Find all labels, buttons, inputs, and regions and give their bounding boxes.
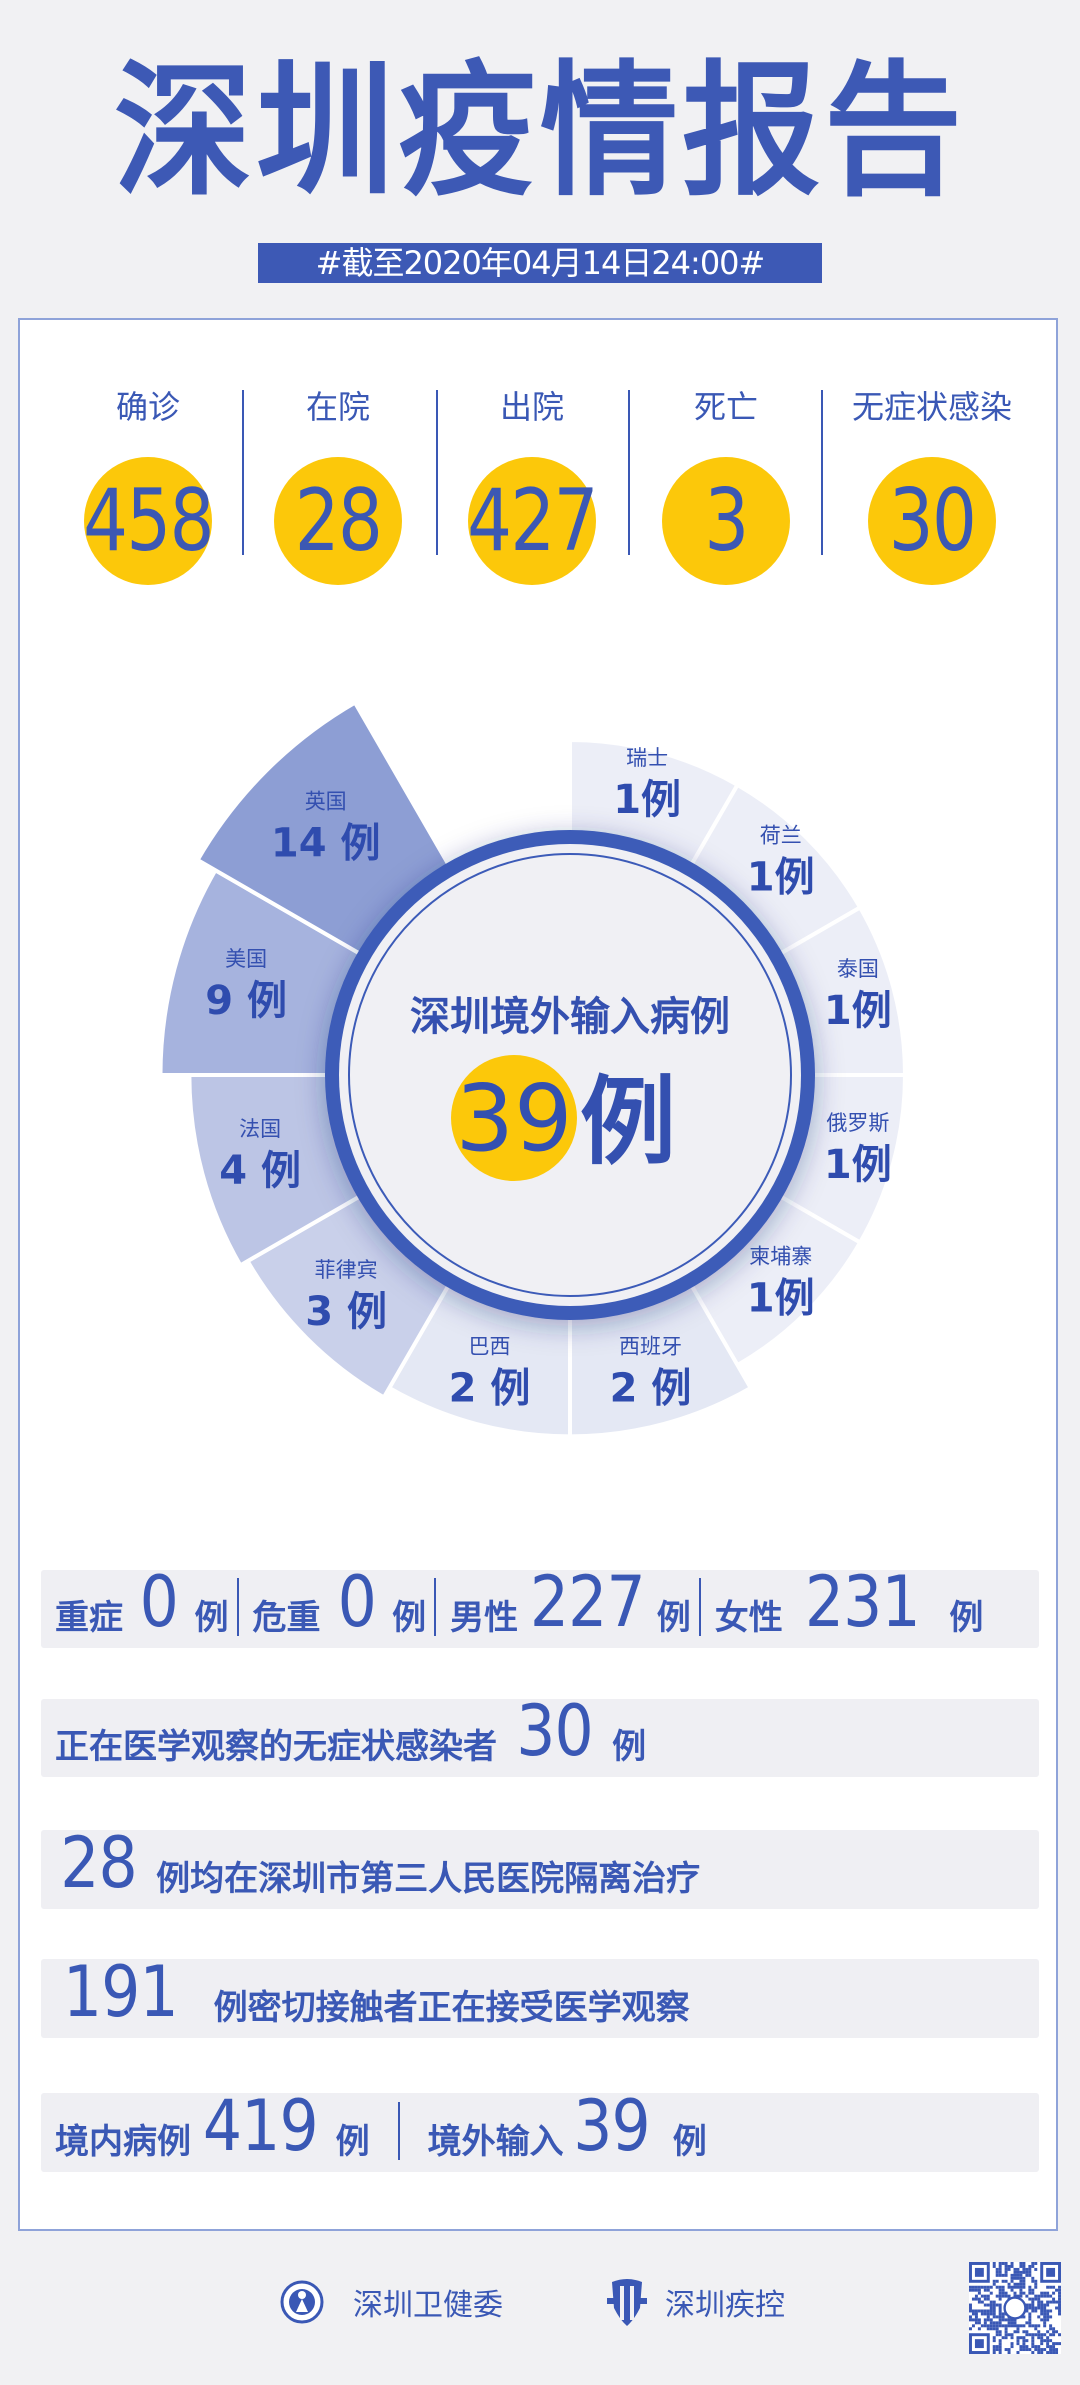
female-value: 231 [804,1561,921,1643]
female-label: 女性 [714,1598,783,1638]
hospital-text: 例均在深圳市第三人民医院隔离治疗 [156,1859,701,1899]
stat-value: 3 [704,471,749,571]
divider [436,390,438,555]
wedge-country-label: 巴西 [468,1335,510,1359]
stat-value: 427 [467,471,598,571]
wedge-country-label: 西班牙 [619,1335,682,1359]
critical-value: 0 [337,1561,376,1643]
org1-name: 深圳卫健委 [353,2288,503,2323]
divider [397,2102,400,2160]
report-card [18,318,1058,2231]
local-unit: 例 [335,2122,370,2162]
stat-confirmed: 确诊 458 [53,385,243,585]
asymptomatic-row: 正在医学观察的无症状感染者 30 例 [41,1695,1039,1777]
wedge-count-label: 14 例 [271,821,381,867]
severe-label: 重症 [55,1598,123,1638]
wedge-country-label: 泰国 [837,957,879,981]
stat-circle: 3 [662,457,790,585]
imported-value: 39 [572,2085,651,2167]
divider [242,390,244,555]
critical-unit: 例 [392,1598,427,1638]
wedge-country-label: 英国 [305,790,347,814]
wedge-country-label: 柬埔寨 [749,1245,812,1269]
close-contacts-text: 例密切接触者正在接受医学观察 [213,1988,690,2028]
hospital-row: 28 例均在深圳市第三人民医院隔离治疗 [41,1822,1039,1909]
stat-value: 458 [83,471,214,571]
imported-unit: 例 [672,2122,707,2162]
wedge-count-label: 1例 [824,988,892,1034]
asymptomatic-text: 正在医学观察的无症状感染者 [55,1727,497,1767]
page-title: 深圳疫情报告 [113,46,966,217]
total-highlight-circle [451,1055,577,1181]
wedge-count-label: 4 例 [219,1148,301,1194]
wedge-country-label: 法国 [239,1117,281,1141]
stat-label: 在院 [305,388,370,426]
wedge-country-label: 菲律宾 [315,1258,378,1282]
wedge-count-label: 2 例 [610,1366,692,1412]
wedge-count-label: 1例 [747,854,815,900]
wedge-count-label: 9 例 [205,978,287,1024]
center-title: 深圳境外输入病例 [410,994,730,1040]
female-unit: 例 [949,1598,984,1638]
local-imported-row: 境内病例 419 例 境外输入 39 例 [41,2085,1039,2172]
stat-label: 确诊 [115,388,180,426]
imported-label: 境外输入 [427,2122,564,2162]
stat-label: 死亡 [693,388,758,426]
stat-circle: 427 [467,457,598,585]
org2-name: 深圳疾控 [665,2288,785,2323]
male-value: 227 [529,1561,646,1643]
cdc-shield-icon [607,2279,647,2326]
divider [821,390,823,555]
stat-circle: 28 [274,457,402,585]
wedge-country-label: 荷兰 [760,823,802,847]
asymptomatic-unit: 例 [612,1727,647,1767]
divider [698,1578,701,1636]
wedge-count-label: 1例 [824,1142,892,1188]
wedge-count-label: 3 例 [305,1289,387,1335]
stat-discharged: 出院 427 [437,385,627,585]
male-label: 男性 [450,1598,519,1638]
wedge-count-label: 1例 [747,1276,815,1322]
severe-unit: 例 [194,1598,229,1638]
total-value: 39 [455,1065,572,1172]
severe-value: 0 [139,1561,179,1643]
stat-value: 30 [888,471,977,571]
wedge-count-label: 1例 [613,777,681,823]
divider [434,1578,437,1636]
wedge-country-label: 美国 [225,947,267,971]
stat-asymptomatic: 无症状感染 30 [837,385,1027,585]
wedge-country-label: 瑞士 [626,746,668,770]
qr-code-icon[interactable] [969,2262,1061,2354]
stat-in-hospital: 在院 28 [243,385,433,585]
close-contacts-value: 191 [62,1951,179,2033]
wedge-count-label: 2 例 [449,1366,531,1412]
local-value: 419 [202,2085,319,2167]
stat-label: 出院 [499,388,564,426]
health-commission-emblem-icon [280,2280,324,2324]
center-disc [339,844,801,1306]
stat-deaths: 死亡 3 [631,385,821,585]
stat-value: 28 [294,471,383,571]
severity-gender-row: 重症 0 例 危重 0 例 男性 227 例 女性 231 例 [41,1566,1039,1648]
local-label: 境内病例 [55,2122,191,2162]
divider [236,1578,239,1636]
wedge-country-label: 俄罗斯 [826,1111,889,1135]
date-banner: #截至2020年04月14日24:00# [258,243,822,283]
total-unit: 例 [580,1066,676,1178]
male-unit: 例 [656,1598,691,1638]
hospital-value: 28 [60,1822,138,1904]
close-contacts-row: 191 例密切接触者正在接受医学观察 [41,1951,1039,2038]
center-inner-ring [348,853,792,1297]
stat-circle: 30 [868,457,996,585]
divider [628,390,630,555]
asymptomatic-value: 30 [516,1690,594,1772]
critical-label: 危重 [252,1598,321,1638]
stat-label: 无症状感染 [851,388,1012,426]
stat-circle: 458 [83,457,214,585]
